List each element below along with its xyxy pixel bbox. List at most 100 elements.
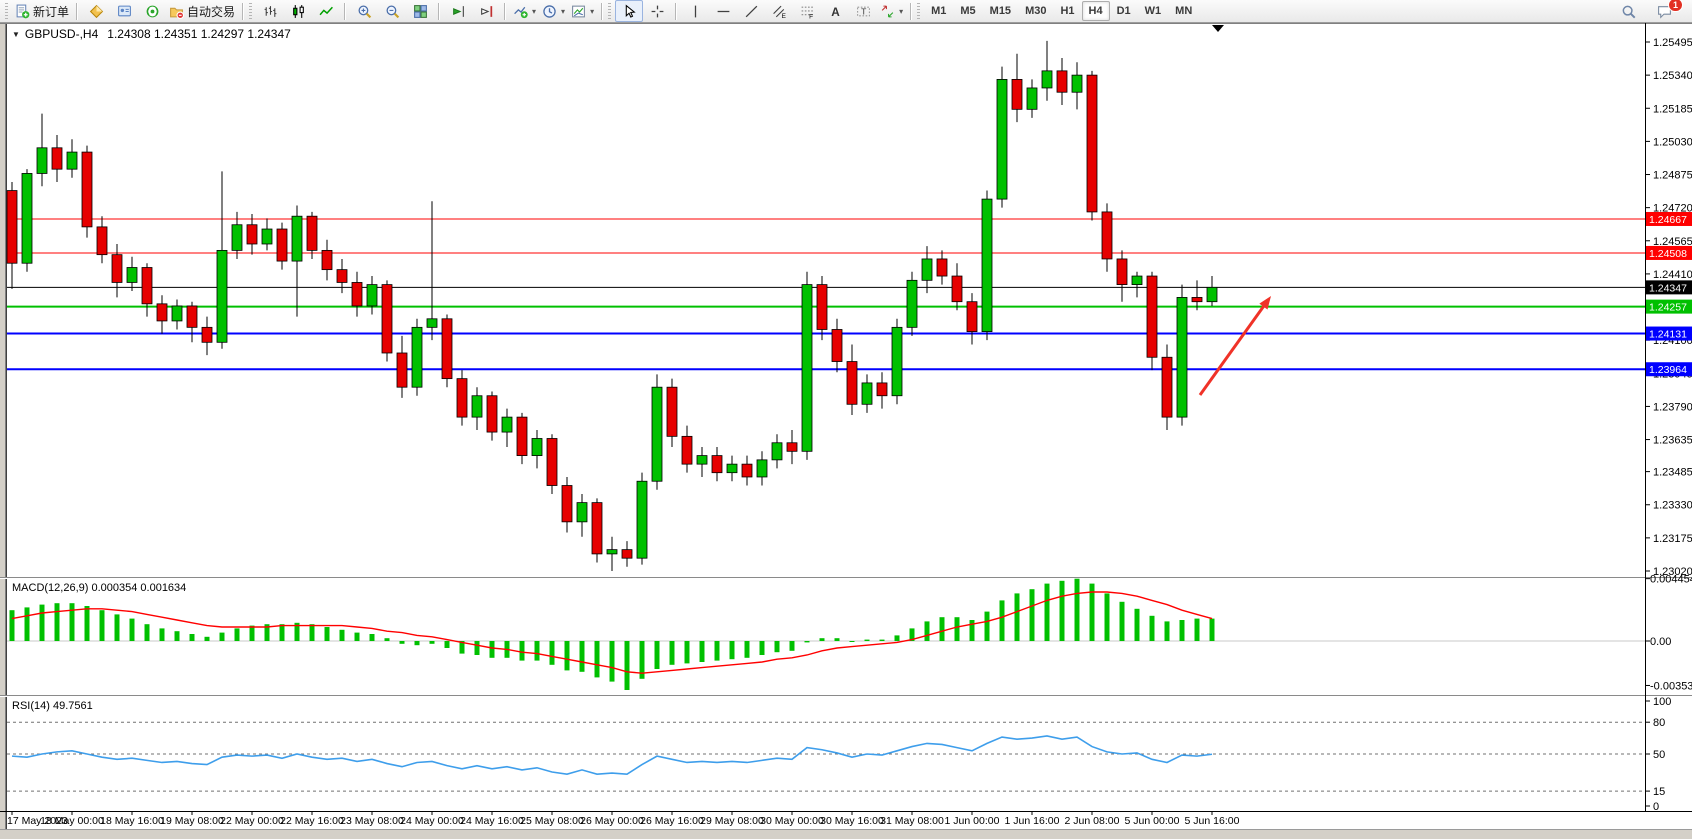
candle-up <box>1176 297 1188 418</box>
timeframe-h4[interactable]: H4 <box>1081 1 1110 21</box>
timeframe-m1[interactable]: M1 <box>931 5 947 17</box>
time-label: 30 May 00:00 <box>760 815 824 827</box>
timeframe-w1[interactable]: W1 <box>1144 5 1162 17</box>
timeframe-m5[interactable]: M5 <box>960 5 976 17</box>
candle-up <box>216 249 228 343</box>
candle-down <box>456 378 468 418</box>
timeframe-h1[interactable]: H1 <box>1060 5 1075 17</box>
cursor-button[interactable] <box>615 0 644 22</box>
price-tag <box>1646 245 1692 260</box>
price-tick-label: 1.23020 <box>1653 566 1692 578</box>
timeframe-m15[interactable]: M15 <box>989 5 1012 17</box>
macd-bar <box>939 617 945 641</box>
candle-up <box>231 224 243 251</box>
text-tool-button[interactable]: A <box>821 0 849 22</box>
search-button[interactable] <box>1614 0 1642 22</box>
candle-up <box>651 386 663 482</box>
zoom-in-button[interactable] <box>350 0 378 22</box>
trendline-button[interactable] <box>737 0 765 22</box>
metaeditor-icon <box>117 5 131 16</box>
main-toolbar: 新订单 自动交易 ▾ ▾ ▾ E F A T ▾ M1 M5 M15 M30 H1 H4 D1 W1 MN 1 <box>0 0 1692 23</box>
price-tag <box>1646 326 1692 341</box>
trend-arrow[interactable] <box>1198 300 1269 396</box>
auto-scroll-button[interactable] <box>444 0 472 22</box>
candle-up <box>1041 70 1053 89</box>
text-label-tool-button[interactable]: T <box>849 0 877 22</box>
chevron-down-icon[interactable]: ▾ <box>532 6 537 16</box>
candle-down <box>111 254 123 283</box>
horizontal-line-button[interactable] <box>709 0 737 22</box>
profiles-button[interactable] <box>82 0 110 22</box>
macd-bar <box>309 624 315 641</box>
macd-bar <box>1164 621 1170 641</box>
line-chart-mode-button[interactable] <box>312 0 340 22</box>
bar-chart-mode-button[interactable] <box>256 0 284 22</box>
templates-button[interactable]: ▾ <box>568 0 597 22</box>
candle-down <box>1146 275 1158 358</box>
candle-down <box>321 249 333 271</box>
candle-down <box>1116 258 1128 285</box>
new-order-button[interactable]: 新订单 <box>12 0 72 22</box>
macd-bar <box>129 618 135 641</box>
macd-bar <box>174 631 180 641</box>
candle-down <box>666 386 678 437</box>
svg-text:T: T <box>861 6 867 16</box>
time-label: 26 May 16:00 <box>640 815 704 827</box>
macd-bar <box>954 617 960 641</box>
candle-up <box>906 279 918 328</box>
tile-windows-icon <box>413 4 427 18</box>
time-label: 18 May 16:00 <box>100 815 164 827</box>
notification-badge: 1 <box>1667 0 1683 12</box>
chevron-down-icon[interactable]: ▾ <box>561 6 566 16</box>
time-label: 24 May 00:00 <box>400 815 464 827</box>
price-tick-label: 1.23175 <box>1653 533 1692 545</box>
macd-bar <box>39 604 45 641</box>
periods-button[interactable]: ▾ <box>539 0 568 22</box>
macd-bar <box>789 641 795 651</box>
rsi-line <box>11 735 1213 775</box>
auto-trading-button[interactable]: 自动交易 <box>166 0 238 22</box>
zoom-out-button[interactable] <box>378 0 406 22</box>
fibonacci-retracement-button[interactable]: F <box>793 0 821 22</box>
timeframe-m30[interactable]: M30 <box>1025 5 1047 17</box>
macd-tick-label: -0.003533 <box>1650 680 1692 692</box>
svg-text:E: E <box>781 12 785 18</box>
svg-text:A: A <box>831 5 840 18</box>
chart-shift-marker[interactable] <box>1212 25 1224 32</box>
alerts-button[interactable] <box>138 0 166 22</box>
arrows-tool-button[interactable]: ▾ <box>877 0 906 22</box>
chevron-down-icon[interactable]: ▾ <box>590 6 595 16</box>
candle-up <box>696 455 708 465</box>
indicators-icon <box>514 6 528 18</box>
macd-bar <box>1059 580 1065 641</box>
candle-down <box>141 267 153 305</box>
macd-bar <box>879 639 885 641</box>
macd-bar <box>699 641 705 662</box>
vertical-line-button[interactable] <box>681 0 709 22</box>
candle-up <box>861 382 873 405</box>
timeframe-d1[interactable]: D1 <box>1116 5 1131 17</box>
candle-down <box>276 228 288 262</box>
equidistant-channel-button[interactable]: E <box>765 0 793 22</box>
metaeditor-button[interactable] <box>110 0 138 22</box>
candlestick-mode-button[interactable] <box>284 0 312 22</box>
cursor-icon <box>625 3 636 18</box>
macd-bar <box>114 614 120 641</box>
trend-arrow-head[interactable] <box>1259 296 1271 310</box>
crosshair-button[interactable] <box>643 0 671 22</box>
macd-bar <box>534 641 540 661</box>
time-label: 30 May 16:00 <box>820 815 884 827</box>
price-tag <box>1646 299 1692 314</box>
timeframe-mn[interactable]: MN <box>1175 5 1193 17</box>
community-chat-button[interactable]: 1 <box>1650 0 1683 22</box>
candle-down <box>546 438 558 486</box>
rsi-tick-label: 0 <box>1653 801 1659 813</box>
chart-shift-button[interactable] <box>472 0 500 22</box>
chevron-down-icon[interactable]: ▾ <box>899 6 904 16</box>
indicators-button[interactable]: ▾ <box>510 0 539 22</box>
tile-windows-button[interactable] <box>406 0 434 22</box>
macd-bar <box>1134 608 1140 641</box>
price-tag-label: 1.24257 <box>1649 302 1687 314</box>
templates-icon <box>572 5 585 17</box>
